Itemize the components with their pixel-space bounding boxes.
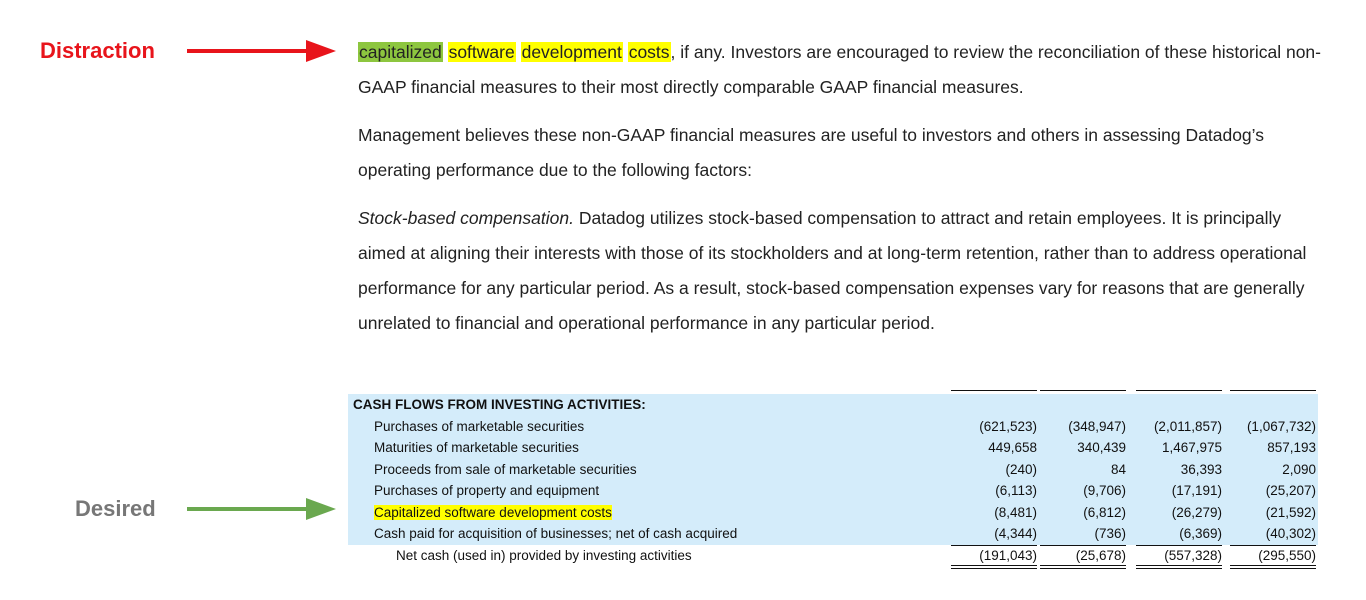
row-label: Capitalized software development costs bbox=[374, 504, 612, 520]
cell-value: (8,481) bbox=[994, 504, 1037, 520]
cell-value: (348,947) bbox=[1068, 418, 1126, 434]
row-label: Cash paid for acquisition of businesses;… bbox=[374, 526, 738, 541]
cell-value: (191,043) bbox=[979, 547, 1037, 563]
paragraph-text: Management believes these non-GAAP finan… bbox=[358, 125, 1264, 180]
column-rule bbox=[1230, 390, 1316, 391]
red-arrow-head bbox=[306, 40, 336, 62]
cell-value: (21,592) bbox=[1265, 504, 1316, 520]
table-heading-row: CASH FLOWS FROM INVESTING ACTIVITIES: bbox=[348, 394, 1318, 416]
cell-value: (25,678) bbox=[1075, 547, 1126, 563]
cell-value: 36,393 bbox=[1180, 461, 1222, 477]
paragraph: Stock-based compensation. Datadog utiliz… bbox=[358, 201, 1326, 341]
total-rule bbox=[1136, 564, 1222, 566]
cell-value: 1,467,975 bbox=[1161, 440, 1222, 455]
row-label: Purchases of property and equipment bbox=[374, 483, 600, 498]
cell-value: (40,302) bbox=[1265, 526, 1316, 541]
green-arrow-head bbox=[306, 498, 336, 520]
sum-rule bbox=[1040, 544, 1126, 546]
highlighted-word: software bbox=[447, 42, 516, 62]
cell-value: 340,439 bbox=[1077, 440, 1126, 455]
cash-flow-table: CASH FLOWS FROM INVESTING ACTIVITIES: Pur… bbox=[348, 390, 1318, 569]
column-rule bbox=[1136, 390, 1222, 391]
table-heading: CASH FLOWS FROM INVESTING ACTIVITIES: bbox=[353, 397, 646, 412]
distraction-label: Distraction bbox=[40, 38, 155, 63]
table-row: Net cash (used in) provided by investing… bbox=[348, 544, 1318, 569]
highlighted-word: costs bbox=[627, 42, 671, 62]
cell-value: 857,193 bbox=[1267, 440, 1316, 455]
sum-rule bbox=[951, 544, 1037, 546]
cell-value: (240) bbox=[1005, 461, 1037, 477]
cell-value: (26,279) bbox=[1171, 504, 1222, 520]
cell-value: (25,207) bbox=[1265, 483, 1316, 498]
table-row: Maturities of marketable securities 449,6… bbox=[348, 437, 1318, 459]
row-label: Proceeds from sale of marketable securit… bbox=[374, 461, 637, 477]
paragraph-lead: Stock-based compensation. bbox=[358, 208, 574, 228]
table-row: Purchases of marketable securities (621,5… bbox=[348, 415, 1318, 437]
total-rule bbox=[1040, 564, 1126, 566]
sum-rule bbox=[1230, 544, 1316, 546]
cell-value: (6,369) bbox=[1179, 526, 1222, 541]
row-label: Net cash (used in) provided by investing… bbox=[396, 547, 692, 563]
total-rule bbox=[951, 564, 1037, 566]
cell-value: (9,706) bbox=[1083, 483, 1126, 498]
table-row: Proceeds from sale of marketable securit… bbox=[348, 458, 1318, 480]
cell-value: (1,067,732) bbox=[1246, 418, 1316, 434]
paragraph: Management believes these non-GAAP finan… bbox=[358, 118, 1326, 188]
cell-value: (6,113) bbox=[995, 483, 1037, 498]
table-row: Capitalized software development costs (8… bbox=[348, 501, 1318, 523]
cell-value: (736) bbox=[1094, 526, 1126, 541]
row-label: Purchases of marketable securities bbox=[374, 418, 585, 434]
highlighted-word: capitalized bbox=[358, 42, 443, 62]
cell-value: (4,344) bbox=[994, 526, 1037, 541]
cell-value: 84 bbox=[1110, 461, 1126, 477]
desired-label: Desired bbox=[75, 496, 156, 521]
cell-value: (2,011,857) bbox=[1153, 418, 1222, 434]
total-rule bbox=[951, 567, 1037, 569]
cell-value: 2,090 bbox=[1282, 461, 1316, 477]
table-row: Cash paid for acquisition of businesses;… bbox=[348, 523, 1318, 545]
table-row: Purchases of property and equipment (6,11… bbox=[348, 480, 1318, 502]
column-rule bbox=[1040, 390, 1126, 391]
cell-value: (6,812) bbox=[1083, 504, 1126, 520]
total-rule bbox=[1230, 564, 1316, 566]
column-rule bbox=[951, 390, 1037, 391]
highlighted-word: development bbox=[520, 42, 623, 62]
paragraph: capitalized software development costs, … bbox=[358, 35, 1326, 105]
total-rule bbox=[1040, 567, 1126, 569]
row-label: Maturities of marketable securities bbox=[374, 440, 579, 455]
paragraph-text: Datadog utilizes stock-based compensatio… bbox=[358, 208, 1307, 333]
sum-rule bbox=[1136, 544, 1222, 546]
cell-value: (557,328) bbox=[1164, 547, 1222, 563]
cell-value: (17,191) bbox=[1171, 483, 1222, 498]
paragraph-text: , if any. Investors are encouraged to re… bbox=[358, 42, 1321, 97]
cell-value: (621,523) bbox=[979, 418, 1037, 434]
total-rule bbox=[1136, 567, 1222, 569]
total-rule bbox=[1230, 567, 1316, 569]
cell-value: (295,550) bbox=[1258, 547, 1316, 563]
cell-value: 449,658 bbox=[988, 440, 1037, 455]
